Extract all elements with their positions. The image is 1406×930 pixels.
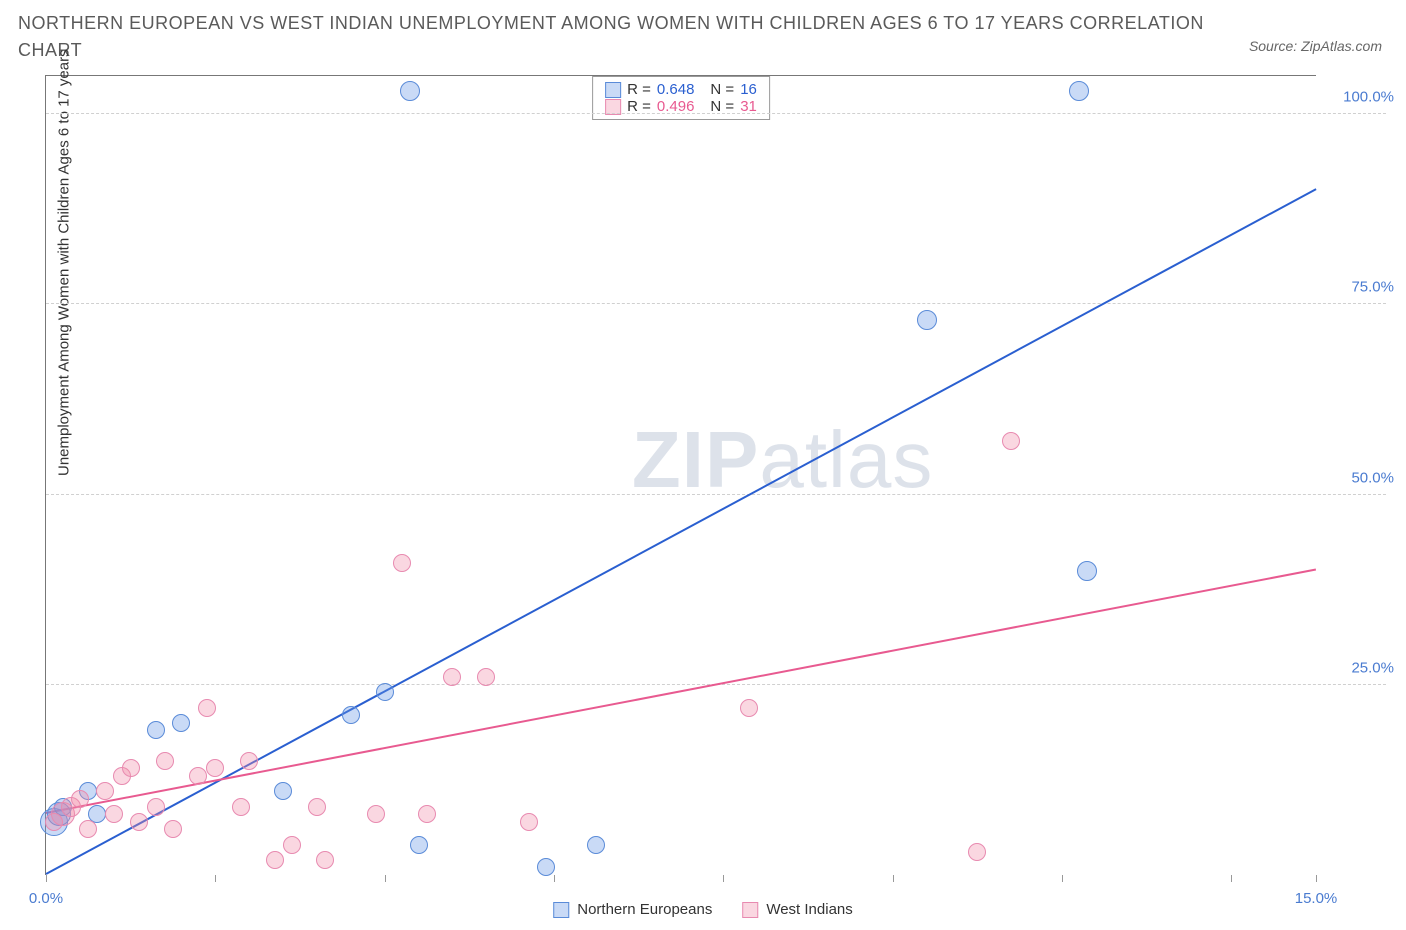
data-point [122,759,140,777]
y-tick-label: 75.0% [1324,279,1394,296]
data-point [1002,432,1020,450]
data-point [740,699,758,717]
data-point [266,851,284,869]
legend-swatch [742,902,758,918]
series-legend: Northern Europeans West Indians [553,901,853,918]
data-point [283,836,301,854]
x-tick [385,875,386,882]
data-point [520,813,538,831]
x-tick-label: 0.0% [29,890,63,907]
legend-r-value: 0.648 [657,81,695,98]
data-point [189,767,207,785]
data-point [164,820,182,838]
data-point [316,851,334,869]
x-tick [1316,875,1317,882]
watermark: ZIPatlas [632,414,933,506]
data-point [1069,81,1089,101]
data-point [418,805,436,823]
legend-item: West Indians [742,901,852,918]
y-tick-label: 25.0% [1324,659,1394,676]
data-point [147,798,165,816]
data-point [240,752,258,770]
gridline [46,494,1386,495]
x-tick-label: 15.0% [1295,890,1338,907]
data-point [443,668,461,686]
data-point [232,798,250,816]
data-point [274,782,292,800]
data-point [367,805,385,823]
data-point [376,683,394,701]
data-point [156,752,174,770]
trend-line [46,188,1317,875]
legend-swatch [605,82,621,98]
legend-swatch [553,902,569,918]
data-point [400,81,420,101]
data-point [1077,561,1097,581]
data-point [172,714,190,732]
x-tick [46,875,47,882]
data-point [79,820,97,838]
data-point [342,706,360,724]
data-point [968,843,986,861]
gridline [46,113,1386,114]
data-point [587,836,605,854]
data-point [105,805,123,823]
x-tick [1231,875,1232,882]
watermark-bold: ZIP [632,415,759,504]
y-tick-label: 50.0% [1324,469,1394,486]
data-point [96,782,114,800]
data-point [393,554,411,572]
data-point [147,721,165,739]
chart-title: NORTHERN EUROPEAN VS WEST INDIAN UNEMPLO… [18,10,1206,64]
legend-series-name: Northern Europeans [577,901,712,918]
data-point [198,699,216,717]
data-point [477,668,495,686]
data-point [71,790,89,808]
legend-r-label: R = [627,81,651,98]
x-tick [723,875,724,882]
y-tick-label: 100.0% [1324,89,1394,106]
legend-n-label: N = [710,81,734,98]
legend-row: R = 0.648 N = 16 [605,81,757,98]
source-attribution: Source: ZipAtlas.com [1249,38,1382,54]
legend-n-value: 16 [740,81,757,98]
data-point [410,836,428,854]
legend-series-name: West Indians [766,901,852,918]
x-tick [215,875,216,882]
x-tick [1062,875,1063,882]
x-tick [554,875,555,882]
data-point [206,759,224,777]
data-point [917,310,937,330]
data-point [308,798,326,816]
trend-line [46,569,1316,814]
data-point [537,858,555,876]
gridline [46,303,1386,304]
watermark-light: atlas [759,415,933,504]
x-tick [893,875,894,882]
chart-plot-area: Unemployment Among Women with Children A… [45,75,1316,875]
data-point [130,813,148,831]
legend-item: Northern Europeans [553,901,712,918]
